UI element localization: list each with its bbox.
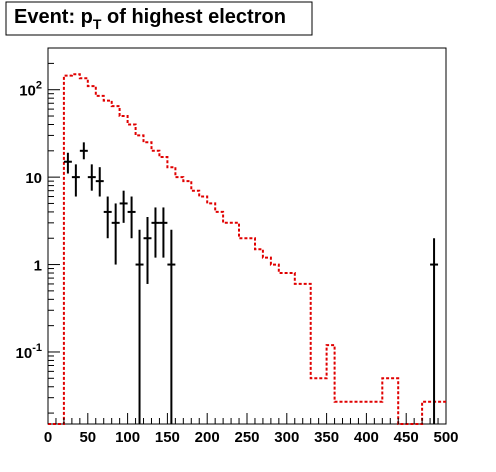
data-point <box>63 152 72 174</box>
x-tick-label: 100 <box>115 429 140 446</box>
data-point <box>135 229 144 424</box>
x-tick-label: 0 <box>44 429 52 446</box>
data-point <box>430 238 439 424</box>
title-text: Event: pT of highest electron <box>14 6 286 32</box>
x-tick-label: 450 <box>394 429 419 446</box>
data-point <box>71 164 80 197</box>
x-tick-label: 500 <box>433 429 458 446</box>
x-tick-label: 400 <box>354 429 379 446</box>
data-point <box>119 190 128 223</box>
y-tick-label: 10 <box>25 170 42 187</box>
mc-histogram-line <box>48 73 446 425</box>
data-point <box>111 203 120 265</box>
x-tick-label: 300 <box>274 429 299 446</box>
x-axis: 0 50 100 150 200 250 300 350 400 450 500 <box>44 413 459 446</box>
x-tick-label: 350 <box>314 429 339 446</box>
chart-title: Event: pT of highest electron <box>5 1 313 36</box>
x-tick-label: 150 <box>155 429 180 446</box>
y-tick-label: 10-1 <box>16 342 42 362</box>
data-point <box>127 196 136 239</box>
data-point <box>151 207 160 258</box>
title-box <box>5 1 313 36</box>
data-point <box>79 142 88 160</box>
data-point <box>95 167 104 197</box>
title-main: Event: p <box>14 6 93 28</box>
mc-histogram-series <box>48 73 446 425</box>
title-subscript: T <box>93 16 102 32</box>
x-tick-label: 200 <box>195 429 220 446</box>
data-point <box>143 216 152 284</box>
data-point <box>159 207 168 258</box>
y-axis: 10-1 1 10 102 <box>16 47 60 414</box>
x-tick-label: 50 <box>79 429 96 446</box>
data-point <box>103 196 112 239</box>
data-points-series <box>63 142 439 424</box>
title-rest: of highest electron <box>101 6 285 28</box>
x-tick-label: 250 <box>234 429 259 446</box>
data-point <box>167 229 176 424</box>
y-tick-label: 102 <box>19 80 42 100</box>
y-tick-label: 1 <box>34 258 42 275</box>
data-point <box>87 164 96 191</box>
